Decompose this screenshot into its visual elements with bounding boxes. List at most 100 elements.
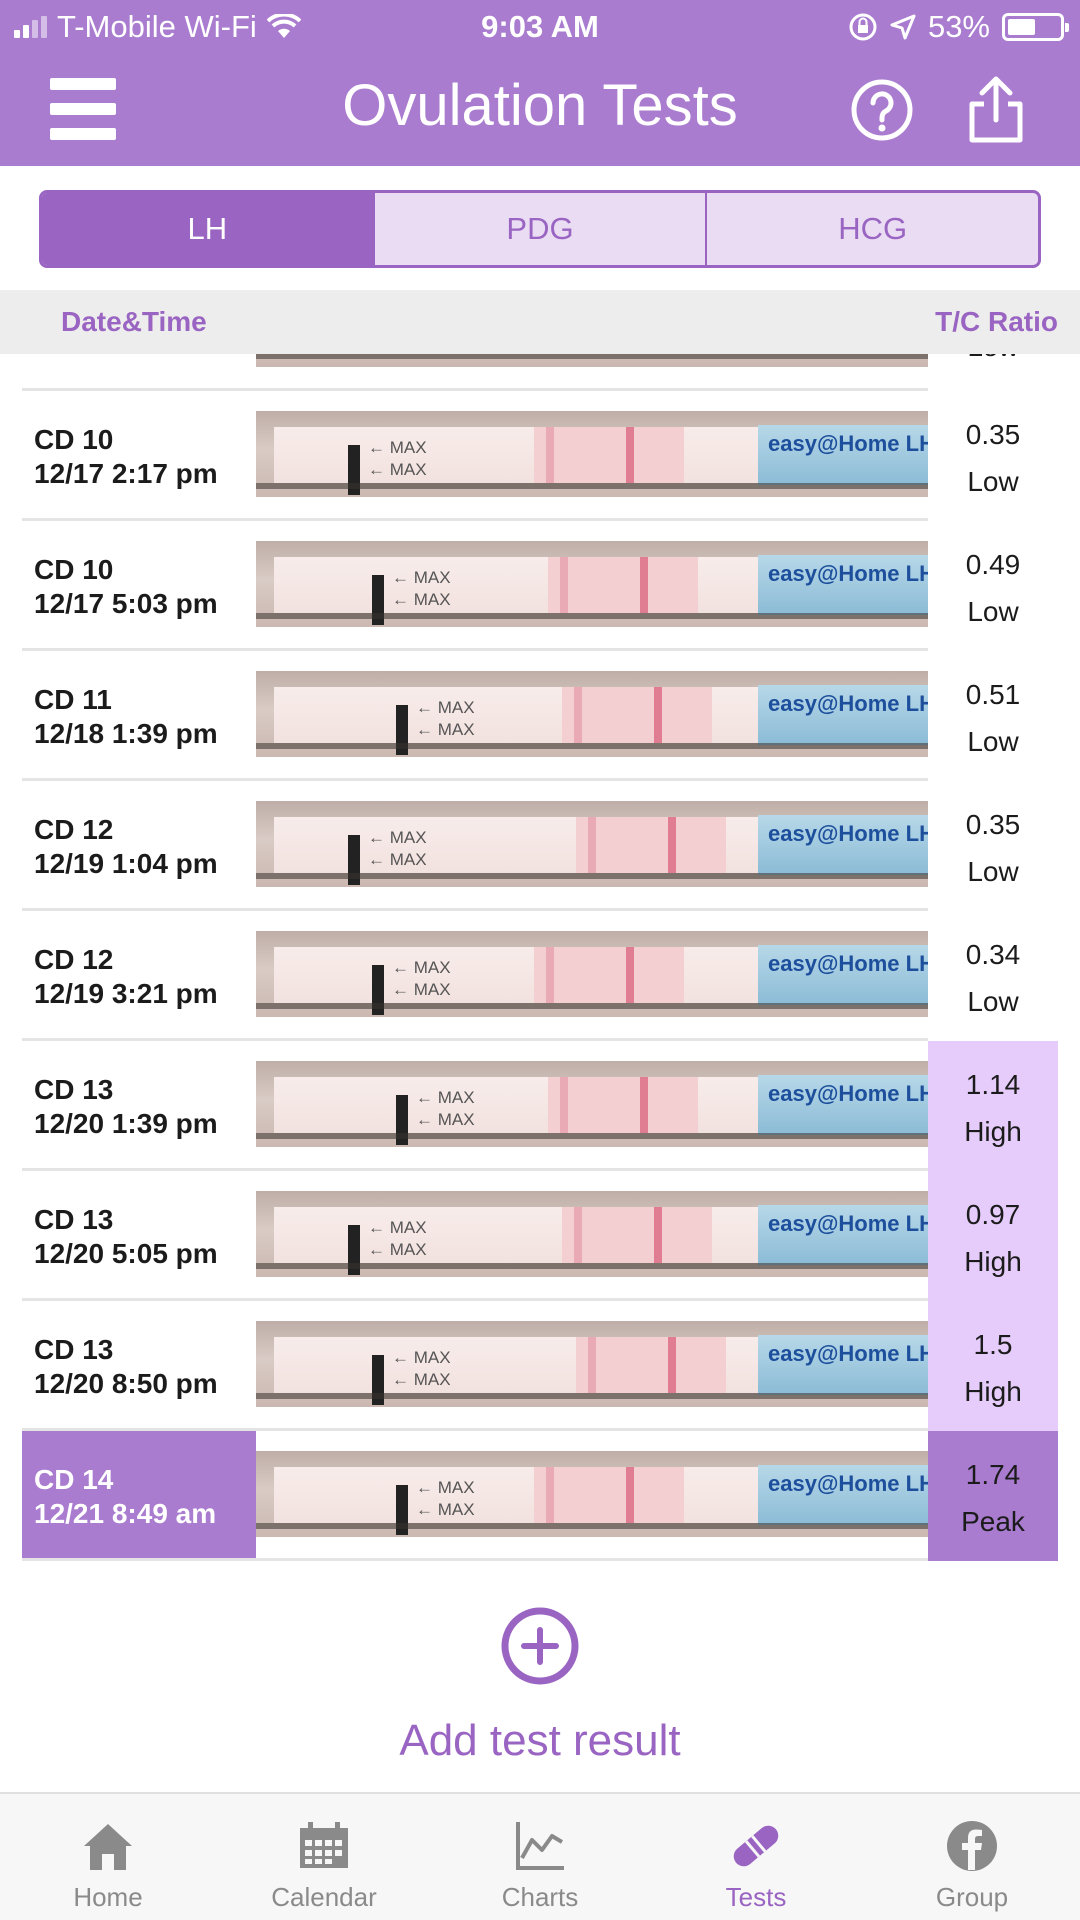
chart-icon xyxy=(516,1822,564,1870)
result-ratio: 0.49 xyxy=(965,549,1021,580)
strip-control-line xyxy=(626,427,634,483)
result-ratio-cell: 0.97 High xyxy=(928,1171,1058,1301)
carrier-name: T-Mobile Wi-Fi xyxy=(57,9,257,44)
result-time: 12/19 3:21 pm xyxy=(34,978,218,1009)
result-datetime: CD 13 12/20 1:39 pm xyxy=(22,1041,256,1168)
strip-brand-label: easy@Home LH xyxy=(758,685,928,745)
status-right: 53% xyxy=(848,9,1069,45)
strip-max-label: ← MAX ← MAX xyxy=(416,1088,475,1129)
result-row[interactable]: CD 12 12/19 1:04 pm ← MAX ← MAX easy@Home LH… xyxy=(0,781,1080,911)
result-ratio: 1.5 xyxy=(973,1329,1013,1360)
test-strip-photo[interactable]: ← MAX ← MAX easy@Home LH xyxy=(256,1451,928,1537)
strip-result-window xyxy=(534,1467,684,1523)
test-strip-photo[interactable]: ← MAX ← MAX easy@Home LH xyxy=(256,411,928,497)
carrier-info: T-Mobile Wi-Fi xyxy=(14,9,301,45)
strip-result-window xyxy=(548,557,698,613)
result-datetime: CD 10 12/17 2:17 pm xyxy=(22,391,256,518)
add-test-result-button[interactable]: Add test result xyxy=(399,1716,681,1765)
strip-max-label: ← MAX ← MAX xyxy=(416,698,475,739)
tab-charts-label: Charts xyxy=(501,1882,579,1912)
result-row[interactable]: CD 11 12/18 1:39 pm ← MAX ← MAX easy@Home LH… xyxy=(0,651,1080,781)
test-strip-photo[interactable]: ← MAX ← MAX easy@Home LH xyxy=(256,1191,928,1277)
result-row[interactable]: CD 12 12/19 3:21 pm ← MAX ← MAX easy@Home LH… xyxy=(0,911,1080,1041)
result-datetime: CD 14 12/21 8:49 am xyxy=(22,1431,256,1558)
strip-test-line xyxy=(588,1337,596,1393)
result-row[interactable]: CD 14 12/21 8:49 am ← MAX ← MAX easy@Home LH… xyxy=(0,1431,1080,1561)
help-circle-icon[interactable] xyxy=(850,78,914,142)
result-ratio-cell: 0.51 Low xyxy=(928,651,1058,781)
tab-calendar[interactable]: Calendar xyxy=(216,1794,432,1920)
test-strip-photo[interactable]: ← MAX ← MAX easy@Home LH xyxy=(256,1321,928,1407)
test-strip-photo xyxy=(256,354,928,367)
result-datetime: CD 12 12/19 3:21 pm xyxy=(22,911,256,1038)
strip-test-line xyxy=(574,1207,582,1263)
result-time: 12/17 2:17 pm xyxy=(34,458,218,489)
strip-control-line xyxy=(668,1337,676,1393)
page-title: Ovulation Tests xyxy=(342,73,738,138)
strip-max-label: ← MAX ← MAX xyxy=(368,1218,427,1259)
test-strip-photo[interactable]: ← MAX ← MAX easy@Home LH xyxy=(256,931,928,1017)
test-strip-photo[interactable]: ← MAX ← MAX easy@Home LH xyxy=(256,541,928,627)
result-ratio: 0.51 xyxy=(965,679,1021,710)
test-strip-photo[interactable]: ← MAX ← MAX easy@Home LH xyxy=(256,1061,928,1147)
strip-handle-mark xyxy=(372,1355,384,1405)
hamburger-menu-icon xyxy=(50,78,116,90)
column-header-datetime[interactable]: Date&Time xyxy=(61,306,207,337)
tab-hcg[interactable]: HCG xyxy=(705,193,1038,265)
result-ratio-cell: 0.35 Low xyxy=(928,391,1058,521)
result-cycle-day: CD 13 xyxy=(34,1334,114,1365)
strip-control-line xyxy=(640,557,648,613)
strip-brand-label: easy@Home LH xyxy=(758,425,928,485)
tab-home[interactable]: Home xyxy=(0,1794,216,1920)
result-level: High xyxy=(964,1376,1022,1407)
plus-circle-icon[interactable] xyxy=(500,1606,580,1686)
tab-pdg[interactable]: PDG xyxy=(372,193,706,265)
wifi-icon xyxy=(266,14,301,38)
test-strip-photo[interactable]: ← MAX ← MAX easy@Home LH xyxy=(256,671,928,757)
result-row[interactable]: CD 13 12/20 8:50 pm ← MAX ← MAX easy@Home LH… xyxy=(0,1301,1080,1431)
result-row[interactable]: CD 10 12/17 2:17 pm ← MAX ← MAX easy@Home LH… xyxy=(0,391,1080,521)
strip-control-line xyxy=(668,817,676,873)
facebook-icon xyxy=(947,1821,997,1871)
result-row[interactable]: CD 13 12/20 1:39 pm ← MAX ← MAX easy@Home LH… xyxy=(0,1041,1080,1171)
calendar-icon xyxy=(300,1822,348,1868)
tab-tests[interactable]: Tests xyxy=(648,1794,864,1920)
status-bar: T-Mobile Wi-Fi 9:03 AM 53% xyxy=(0,0,1080,56)
strip-max-label: ← MAX ← MAX xyxy=(416,1478,475,1519)
tab-charts[interactable]: Charts xyxy=(432,1794,648,1920)
strip-control-line xyxy=(654,1207,662,1263)
tab-group[interactable]: Group xyxy=(864,1794,1080,1920)
strip-control-line xyxy=(626,947,634,1003)
strip-result-window xyxy=(534,427,684,483)
tab-tests-label: Tests xyxy=(725,1882,787,1912)
result-time: 12/21 8:49 am xyxy=(34,1498,217,1529)
strip-brand-label: easy@Home LH xyxy=(758,815,928,875)
strip-handle-mark xyxy=(348,445,360,495)
result-ratio: 0.35 xyxy=(965,419,1021,450)
tab-lh[interactable]: LH xyxy=(42,193,373,265)
result-ratio: 1.74 xyxy=(965,1459,1021,1490)
strip-brand-label: easy@Home LH xyxy=(758,1075,928,1135)
result-row[interactable]: CD 10 12/17 5:03 pm ← MAX ← MAX easy@Home LH… xyxy=(0,521,1080,651)
strip-max-label: ← MAX ← MAX xyxy=(368,828,427,869)
column-header-ratio[interactable]: T/C Ratio xyxy=(935,306,1058,337)
test-strip-photo[interactable]: ← MAX ← MAX easy@Home LH xyxy=(256,801,928,887)
strip-handle-mark xyxy=(348,1225,360,1275)
result-level: Low xyxy=(967,596,1019,627)
strip-max-label: ← MAX ← MAX xyxy=(392,1348,451,1389)
strip-control-line xyxy=(626,1467,634,1523)
result-cycle-day: CD 13 xyxy=(34,1074,114,1105)
partial-result-row[interactable]: Low xyxy=(0,354,1080,391)
result-level: Low xyxy=(967,856,1019,887)
share-icon[interactable] xyxy=(966,74,1026,144)
result-cycle-day: CD 12 xyxy=(34,944,114,975)
result-time: 12/18 1:39 pm xyxy=(34,718,218,749)
strip-test-line xyxy=(574,687,582,743)
result-cycle-day: CD 10 xyxy=(34,424,114,455)
result-datetime: CD 13 12/20 5:05 pm xyxy=(22,1171,256,1298)
battery-icon xyxy=(1002,13,1069,41)
result-row[interactable]: CD 13 12/20 5:05 pm ← MAX ← MAX easy@Home LH… xyxy=(0,1171,1080,1301)
result-time: 12/19 1:04 pm xyxy=(34,848,218,879)
menu-button[interactable] xyxy=(50,78,116,140)
